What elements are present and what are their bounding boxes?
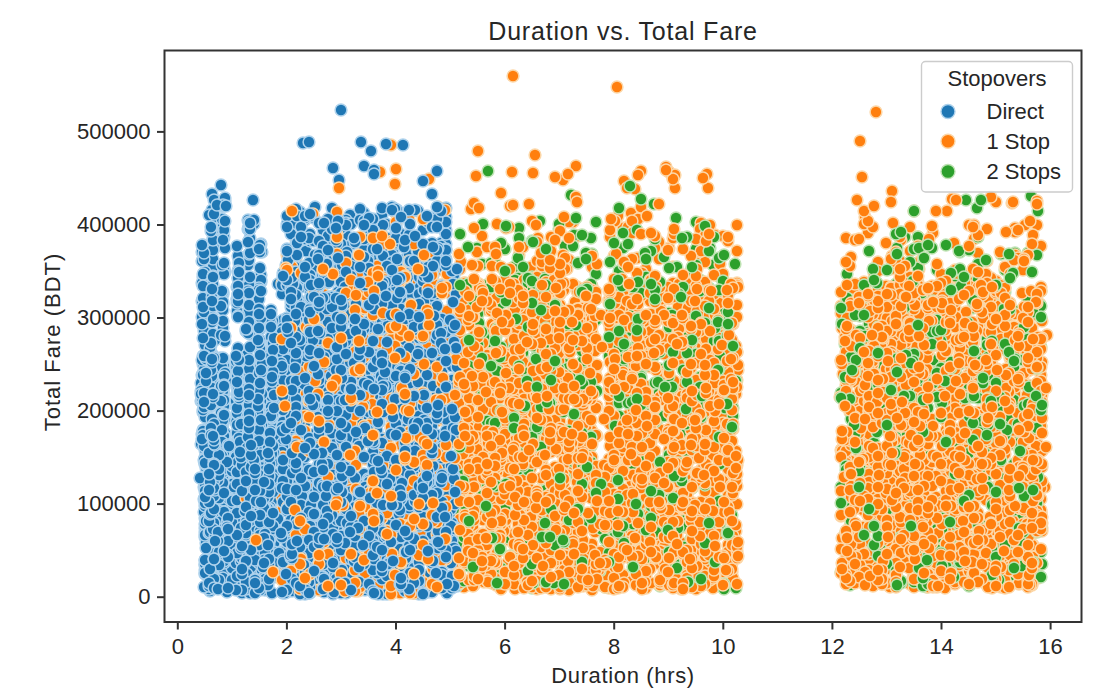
svg-text:16: 16 [1038,634,1062,659]
svg-text:Duration vs. Total Fare: Duration vs. Total Fare [488,17,757,45]
svg-text:8: 8 [608,634,620,659]
svg-text:100000: 100000 [77,491,150,516]
svg-text:Total Fare (BDT): Total Fare (BDT) [40,253,65,432]
svg-text:2 Stops: 2 Stops [987,159,1062,184]
svg-text:0: 0 [172,634,184,659]
svg-text:Stopovers: Stopovers [947,66,1046,91]
svg-text:500000: 500000 [77,119,150,144]
svg-text:200000: 200000 [77,398,150,423]
svg-text:10: 10 [711,634,735,659]
svg-text:300000: 300000 [77,305,150,330]
svg-text:Direct: Direct [987,99,1044,124]
svg-text:Duration (hrs): Duration (hrs) [551,663,695,688]
svg-text:400000: 400000 [77,212,150,237]
svg-text:2: 2 [281,634,293,659]
svg-text:12: 12 [820,634,844,659]
svg-text:14: 14 [929,634,953,659]
svg-text:4: 4 [390,634,402,659]
svg-text:6: 6 [499,634,511,659]
svg-text:1 Stop: 1 Stop [987,129,1051,154]
svg-text:0: 0 [138,584,150,609]
